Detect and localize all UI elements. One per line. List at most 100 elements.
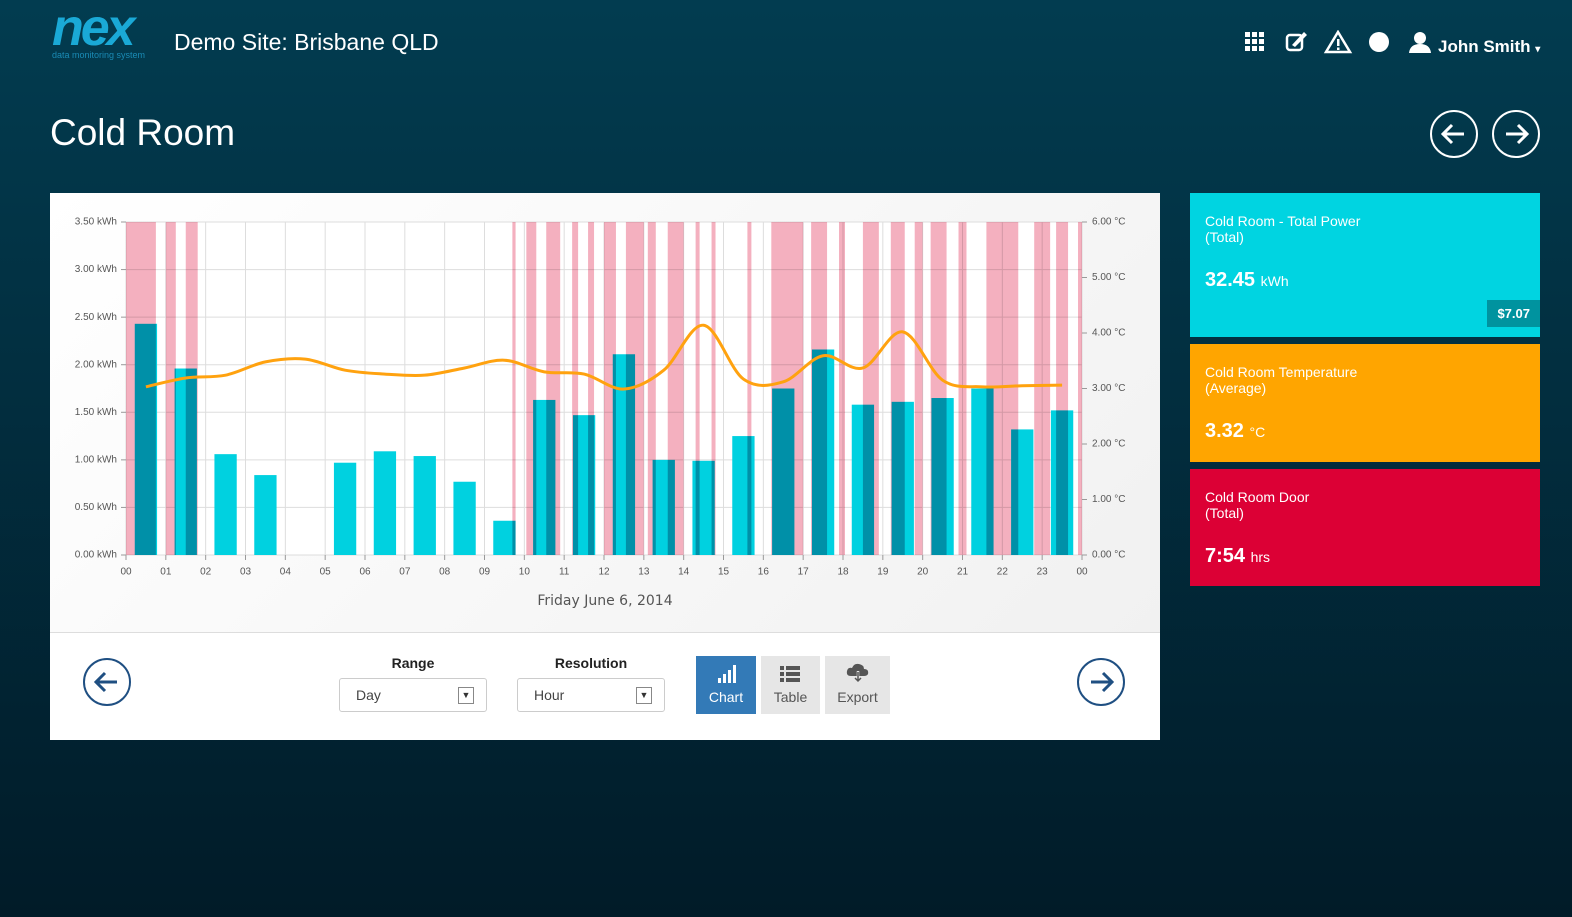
y-tick-label: 3.00 kWh <box>75 264 117 275</box>
y-tick-label: 2.50 kWh <box>75 312 117 323</box>
door-open-band <box>604 222 616 555</box>
chart-icon <box>718 665 736 683</box>
resolution-label: Resolution <box>554 655 628 671</box>
x-tick-label: 04 <box>280 567 292 578</box>
card-value: 7:54 <box>1205 545 1246 567</box>
door-open-band <box>165 222 176 555</box>
door-open-band <box>526 222 537 555</box>
chart-button[interactable]: Chart <box>696 656 756 714</box>
door-card[interactable]: Cold Room Door (Total) 7:54 hrs <box>1190 469 1540 586</box>
door-open-band <box>930 222 947 555</box>
y2-tick-label: 4.00 °C <box>1092 328 1125 339</box>
door-open-band <box>771 222 804 555</box>
y-tick-label: 1.50 kWh <box>75 407 117 418</box>
door-open-band <box>588 222 595 555</box>
temperature-line <box>145 323 1063 391</box>
card-unit: kWh <box>1260 273 1289 289</box>
page-title: Cold Room <box>50 112 236 153</box>
table-icon <box>780 666 800 682</box>
bar <box>254 475 277 555</box>
next-page-button[interactable] <box>1492 110 1540 158</box>
door-open-band <box>1056 222 1069 555</box>
resolution-select[interactable]: Hour ▼ <box>517 678 665 712</box>
card-value: 3.32 <box>1205 420 1244 442</box>
door-open-band <box>914 222 923 555</box>
x-tick-label: 00 <box>120 567 132 578</box>
arrow-right <box>1506 123 1530 145</box>
x-tick-label: 02 <box>200 567 212 578</box>
apps-icon[interactable] <box>1245 32 1264 51</box>
chart-panel: Friday June 6, 2014 0.00 kWh 0.50 kWh 1.00… <box>50 193 1160 740</box>
card-title: Cold Room - Total Power <box>1205 213 1361 229</box>
door-open-band <box>667 222 684 555</box>
door-open-band <box>1034 222 1051 555</box>
door-open-band <box>862 222 879 555</box>
prev-page-button[interactable] <box>1430 110 1478 158</box>
cost-badge: $7.07 <box>1487 300 1540 327</box>
x-tick-label: 11 <box>559 567 570 578</box>
export-icon <box>846 663 869 684</box>
export-button[interactable]: Export <box>825 656 890 714</box>
power-card[interactable]: Cold Room - Total Power (Total) 32.45 kW… <box>1190 193 1540 337</box>
x-tick-label: 23 <box>1037 567 1049 578</box>
y-tick-label: 0.50 kWh <box>75 502 117 513</box>
range-value: Day <box>356 687 381 703</box>
door-open-band <box>647 222 656 555</box>
arrow-left <box>93 671 117 693</box>
door-open-band <box>1078 222 1082 555</box>
prev-range-button[interactable] <box>83 658 131 706</box>
brand-tagline: data monitoring system <box>52 50 146 60</box>
x-tick-label: 08 <box>439 567 451 578</box>
temperature-card[interactable]: Cold Room Temperature (Average) 3.32 °C <box>1190 344 1540 462</box>
user-menu[interactable]: John Smith ▾ <box>1438 37 1541 56</box>
edit-icon[interactable] <box>1285 32 1307 52</box>
door-open-band <box>747 222 752 555</box>
x-tick-label: 12 <box>598 567 610 578</box>
brand-logo[interactable]: nex <box>52 0 136 57</box>
export-button-label: Export <box>837 689 878 705</box>
door-open-band <box>126 222 156 555</box>
bar <box>413 456 436 555</box>
chart: Friday June 6, 2014 0.00 kWh 0.50 kWh 1.00… <box>75 217 1126 609</box>
next-range-button[interactable] <box>1077 658 1125 706</box>
table-button[interactable]: Table <box>761 656 820 714</box>
x-tick-label: 22 <box>997 567 1009 578</box>
door-open-band <box>811 222 828 555</box>
door-open-band <box>695 222 700 555</box>
y-tick-label: 2.00 kWh <box>75 359 117 370</box>
card-title: Cold Room Door <box>1205 489 1310 505</box>
card-title: Cold Room Temperature <box>1205 364 1358 380</box>
bar <box>493 520 516 555</box>
x-tick-label: 18 <box>837 567 849 578</box>
door-open-band <box>546 222 561 555</box>
arrow-left <box>1440 123 1464 145</box>
chart-button-label: Chart <box>708 689 744 705</box>
x-tick-label: 01 <box>160 567 172 578</box>
bar <box>373 451 397 555</box>
alert-icon[interactable] <box>1323 30 1353 54</box>
user-icon[interactable] <box>1409 32 1431 53</box>
header-icons <box>1245 30 1431 54</box>
x-tick-label: 06 <box>359 567 371 578</box>
x-tick-label: 00 <box>1076 567 1088 578</box>
bar <box>214 454 237 555</box>
y2-tick-label: 1.00 °C <box>1092 494 1125 505</box>
y2-tick-label: 6.00 °C <box>1092 217 1125 228</box>
chart-area: Friday June 6, 2014 0.00 kWh 0.50 kWh 1.00… <box>50 193 1160 633</box>
x-tick-label: 14 <box>678 567 690 578</box>
card-subtitle: (Total) <box>1205 229 1244 245</box>
door-open-band <box>512 222 516 555</box>
range-select[interactable]: Day ▼ <box>339 678 487 712</box>
arrow-right <box>1091 671 1115 693</box>
globe-icon[interactable] <box>1369 32 1389 52</box>
table-button-label: Table <box>773 689 808 705</box>
door-open-band <box>185 222 198 555</box>
range-label: Range <box>391 655 435 671</box>
site-name: Demo Site: Brisbane QLD <box>174 29 439 55</box>
y2-tick-label: 3.00 °C <box>1092 383 1125 394</box>
resolution-value: Hour <box>534 687 565 703</box>
x-tick-label: 21 <box>957 567 969 578</box>
door-open-band <box>711 222 716 555</box>
card-value: 32.45 <box>1205 269 1256 291</box>
